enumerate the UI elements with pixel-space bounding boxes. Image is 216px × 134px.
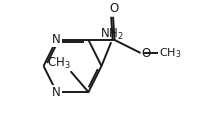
Text: CH$_3$: CH$_3$ bbox=[47, 56, 70, 71]
Text: O: O bbox=[109, 2, 118, 15]
Text: CH$_3$: CH$_3$ bbox=[159, 46, 181, 60]
Text: O: O bbox=[141, 47, 151, 60]
Text: N: N bbox=[52, 86, 61, 99]
Text: NH$_2$: NH$_2$ bbox=[100, 27, 124, 42]
Text: N: N bbox=[52, 34, 61, 46]
